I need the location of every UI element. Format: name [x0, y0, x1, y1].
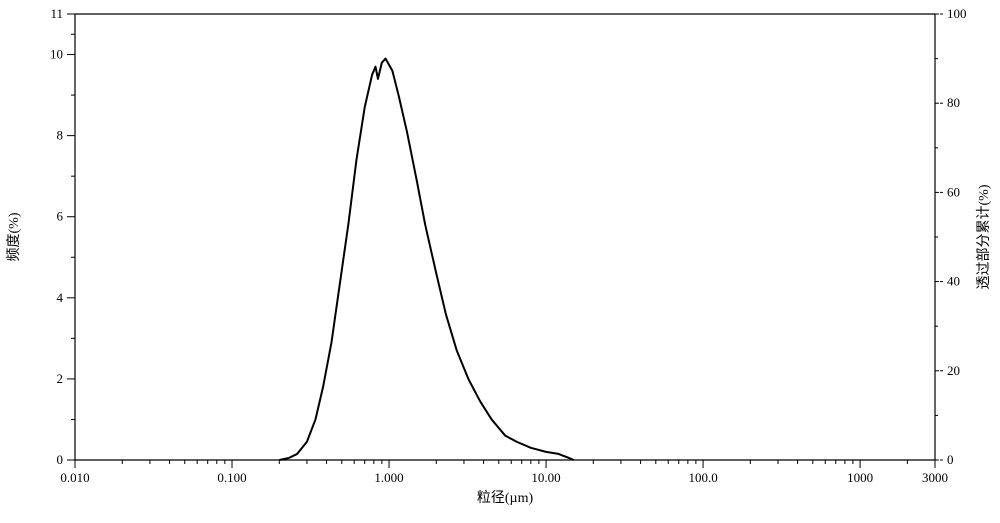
x-tick-label: 0.100: [217, 470, 246, 485]
left-tick-label: 2: [57, 371, 64, 386]
x-tick-label: 100.0: [688, 470, 717, 485]
left-tick-label: 11: [50, 6, 63, 21]
right-tick-label: 80: [947, 95, 960, 110]
right-tick-label: 60: [947, 184, 960, 199]
right-tick-label: 0: [947, 452, 954, 467]
x-tick-label: 0.010: [60, 470, 89, 485]
right-tick-label: 20: [947, 363, 960, 378]
x-axis-label: 粒径(µm): [477, 490, 534, 506]
x-tick-label: 1000: [847, 470, 873, 485]
x-tick-label: 10.00: [531, 470, 560, 485]
right-axis-label: 透过部分累计(%): [976, 184, 992, 289]
particle-size-chart: 0 2 4 6 8 10 11 0 20 40 60 80 100 0.010 0.100 1.000 10.0…: [0, 0, 1000, 523]
left-tick-label: 10: [50, 47, 63, 62]
x-tick-label: 1.000: [374, 470, 403, 485]
x-tick-label: 3000: [922, 470, 948, 485]
left-tick-label: 0: [57, 452, 64, 467]
left-tick-label: 4: [57, 290, 64, 305]
right-tick-label: 100: [947, 6, 967, 21]
left-axis-label: 频度(%): [6, 212, 22, 261]
left-tick-label: 6: [57, 209, 64, 224]
right-tick-label: 40: [947, 274, 960, 289]
frequency-series: [279, 59, 573, 460]
chart-svg: 0 2 4 6 8 10 11 0 20 40 60 80 100 0.010 0.100 1.000 10.0…: [0, 0, 1000, 523]
left-tick-label: 8: [57, 128, 64, 143]
